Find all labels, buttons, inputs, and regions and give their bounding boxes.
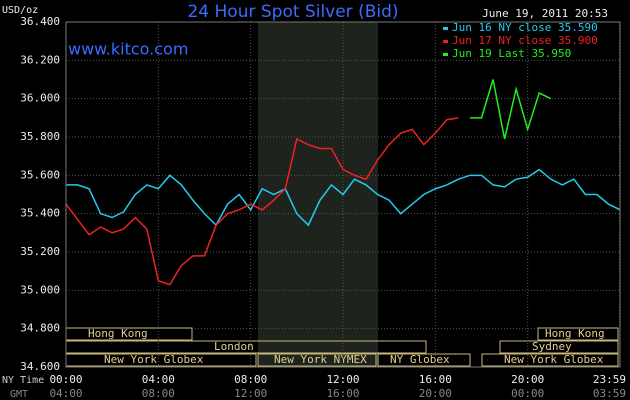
sessions: Hong Kong London New York Globex New Yor…: [65, 327, 619, 367]
session-label: NY Globex: [390, 353, 450, 366]
session-label: Hong Kong: [88, 327, 148, 340]
y-tick-label: 35.800: [20, 130, 60, 143]
x-tick-label: 08:00: [234, 373, 267, 386]
series-line: [66, 168, 621, 227]
session-label: Sydney: [532, 340, 572, 353]
y-tick-label: 35.200: [20, 245, 60, 258]
gmt-label: GMT: [10, 389, 28, 400]
session-label: New York NYMEX: [274, 353, 367, 366]
series-line: [65, 117, 459, 286]
x2-tick-label: 00:00: [511, 387, 544, 400]
y-tick-label: 34.800: [20, 322, 60, 335]
session-box: [377, 353, 471, 367]
session-label: London: [214, 340, 254, 353]
session-label: New York Globex: [504, 353, 604, 366]
x-tick-label: 20:00: [511, 373, 544, 386]
x2-tick-label: 16:00: [326, 387, 359, 400]
y-tick-label: 36.000: [20, 92, 60, 105]
y-tick-label: 36.200: [20, 53, 60, 66]
x2-tick-label: 04:00: [49, 387, 82, 400]
x2-tick-label: 12:00: [234, 387, 267, 400]
session-label: Hong Kong: [545, 327, 605, 340]
x2-tick-label: 03:59: [593, 387, 626, 400]
x-tick-label: 00:00: [49, 373, 82, 386]
x-tick-label: 04:00: [142, 373, 175, 386]
legend-swatch: [443, 53, 448, 56]
legend-entry: Jun 16 NY close 35.590: [452, 21, 598, 34]
y-tick-label: 36.400: [20, 15, 60, 28]
x-tick-label: 12:00: [326, 373, 359, 386]
nymex-shade: [258, 22, 378, 367]
x2-tick-label: 20:00: [419, 387, 452, 400]
session-box: [481, 353, 619, 367]
legend-swatch: [443, 27, 448, 30]
y-tick-label: 35.600: [20, 168, 60, 181]
session-box: [257, 353, 377, 367]
x-tick-label: 23:59: [593, 373, 626, 386]
session-label: New York Globex: [104, 353, 204, 366]
session-box: [537, 327, 619, 341]
timestamp: June 19, 2011 20:53: [482, 7, 608, 20]
y-tick-label: 35.400: [20, 207, 60, 220]
legend-entry: Jun 17 NY close 35.900: [452, 34, 598, 47]
legend-entry: Jun 19 Last 35.950: [452, 47, 571, 60]
y-label: USD/oz: [2, 5, 38, 16]
chart-title: 24 Hour Spot Silver (Bid): [187, 2, 398, 22]
y-tick-label: 34.600: [20, 360, 60, 373]
plot-frame: [65, 21, 621, 368]
watermark: www.kitco.com: [68, 40, 188, 59]
x2-tick-label: 08:00: [142, 387, 175, 400]
legend-swatch: [443, 40, 448, 43]
y-tick-label: 35.000: [20, 283, 60, 296]
series-line: [469, 79, 552, 140]
x-tick-label: 16:00: [419, 373, 452, 386]
session-box: [499, 340, 619, 354]
ny-time-label: NY Time: [2, 375, 44, 386]
